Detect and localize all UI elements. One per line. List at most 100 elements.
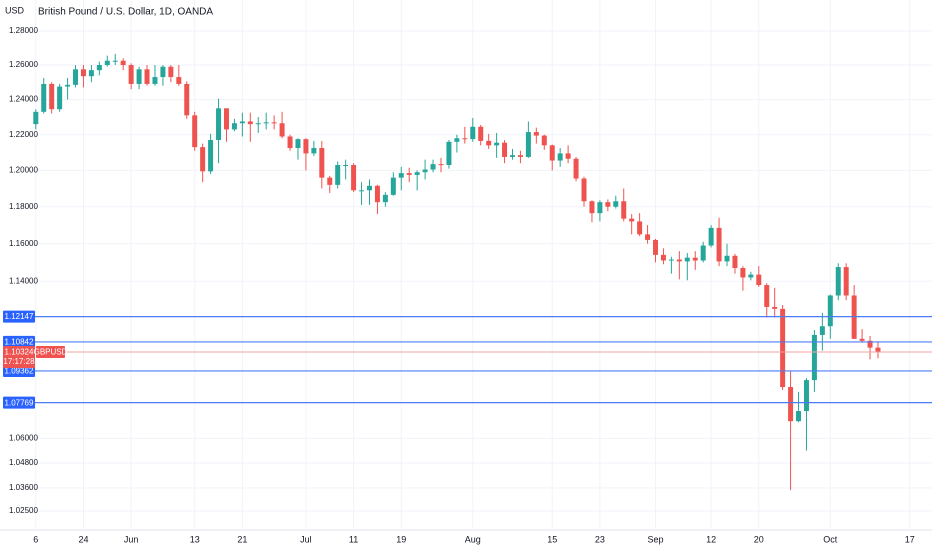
candle-body [613, 201, 619, 207]
candle-body [502, 142, 508, 157]
symbol-tag-box [36, 346, 65, 359]
candle-body [279, 123, 285, 137]
y-tick-label: 1.26000 [9, 60, 38, 69]
candle-body [327, 177, 333, 185]
y-tick-label: 1.14000 [9, 276, 38, 285]
candle-body [152, 77, 158, 84]
level-label-box [3, 396, 35, 409]
candle-body [438, 164, 444, 166]
level-label-box [3, 310, 35, 323]
candle-body [144, 69, 150, 84]
candle-body [589, 201, 595, 214]
x-tick-label: 6 [33, 534, 38, 544]
candle-body [843, 267, 849, 296]
candle-body [494, 142, 500, 146]
candle-body [65, 84, 71, 87]
candle-body [549, 145, 555, 161]
last-price-label: 1.10324 [5, 348, 34, 357]
candle-body [128, 65, 134, 84]
x-tick-label: 19 [396, 534, 406, 544]
y-tick-label: 1.04800 [9, 458, 38, 467]
candle-body [446, 141, 452, 166]
candle-body [184, 83, 190, 116]
candle-body [223, 108, 229, 130]
candle-body [748, 274, 754, 278]
y-tick-label: 1.22000 [9, 130, 38, 139]
x-tick-label: 20 [754, 534, 764, 544]
candle-body [875, 347, 881, 353]
candle-body [168, 66, 174, 78]
labels: 1.28000 1.26000 1.24000 1.22000 1.20000 1.180… [3, 26, 915, 544]
candle-body [692, 257, 698, 261]
candle-body [343, 165, 349, 167]
candle-body [33, 111, 39, 125]
candle-body [811, 334, 817, 381]
candle-body [136, 69, 142, 84]
level-label: 1.12147 [5, 312, 34, 321]
candle-body [517, 155, 523, 157]
candle-body [311, 148, 317, 154]
candle-body [366, 185, 372, 191]
candle-body [382, 194, 388, 203]
candle-body [88, 70, 94, 77]
y-tick-label: 1.02500 [9, 506, 38, 515]
candle-body [287, 136, 293, 149]
candle-body [486, 140, 492, 146]
y-tick-label: 1.16000 [9, 239, 38, 248]
candle-body [200, 147, 206, 172]
candle-body [780, 308, 786, 388]
x-tick-label: 23 [595, 534, 605, 544]
y-tick-label: 1.06000 [9, 434, 38, 443]
candle-body [192, 115, 198, 148]
candle-body [716, 227, 722, 262]
candle-body [49, 83, 55, 110]
candle-body [637, 221, 643, 235]
candle-body [859, 338, 865, 341]
candle-body [509, 155, 515, 157]
candle-body [335, 165, 341, 185]
candle-body [660, 254, 666, 261]
x-tick-label: Jul [300, 534, 312, 544]
candle-body [827, 295, 833, 327]
candle-body [422, 169, 428, 173]
candle-body [303, 139, 309, 154]
candle-body [676, 259, 682, 262]
candle-body [796, 411, 802, 422]
x-tick-label: 13 [190, 534, 200, 544]
candle-body [216, 108, 222, 141]
candle-body [629, 218, 635, 222]
candle-body [478, 126, 484, 141]
x-tick-label: 17 [905, 534, 915, 544]
plot [33, 53, 932, 490]
candle-body [57, 86, 63, 110]
candle-body [732, 255, 738, 269]
candle-body [73, 69, 79, 85]
x-tick-label: Oct [823, 534, 838, 544]
candle-body [255, 123, 261, 125]
x-tick-label: Jun [124, 534, 139, 544]
y-tick-label: 1.03600 [9, 483, 38, 492]
candle-body [621, 201, 627, 219]
candle-body [208, 140, 214, 172]
candle-body [271, 122, 277, 124]
x-tick-label: Sep [648, 534, 664, 544]
candle-body [247, 121, 253, 125]
y-tick-label: 1.20000 [9, 166, 38, 175]
candle-body [176, 77, 182, 84]
x-tick-label: Aug [465, 534, 481, 544]
countdown-label: 17:17:28 [3, 357, 35, 366]
grid [0, 0, 932, 531]
candle-body [819, 326, 825, 335]
candle-body [668, 259, 674, 261]
candle-body [160, 66, 166, 78]
candle-body [597, 202, 603, 214]
candle-body [414, 172, 420, 175]
candle-body [788, 387, 794, 422]
chart-title: British Pound / U.S. Dollar, 1D, OANDA [38, 7, 213, 18]
candle-body [525, 132, 531, 157]
candle-body [724, 255, 730, 262]
candle-body [557, 153, 563, 161]
candle-body [41, 83, 47, 112]
y-tick-label: 1.18000 [9, 202, 38, 211]
